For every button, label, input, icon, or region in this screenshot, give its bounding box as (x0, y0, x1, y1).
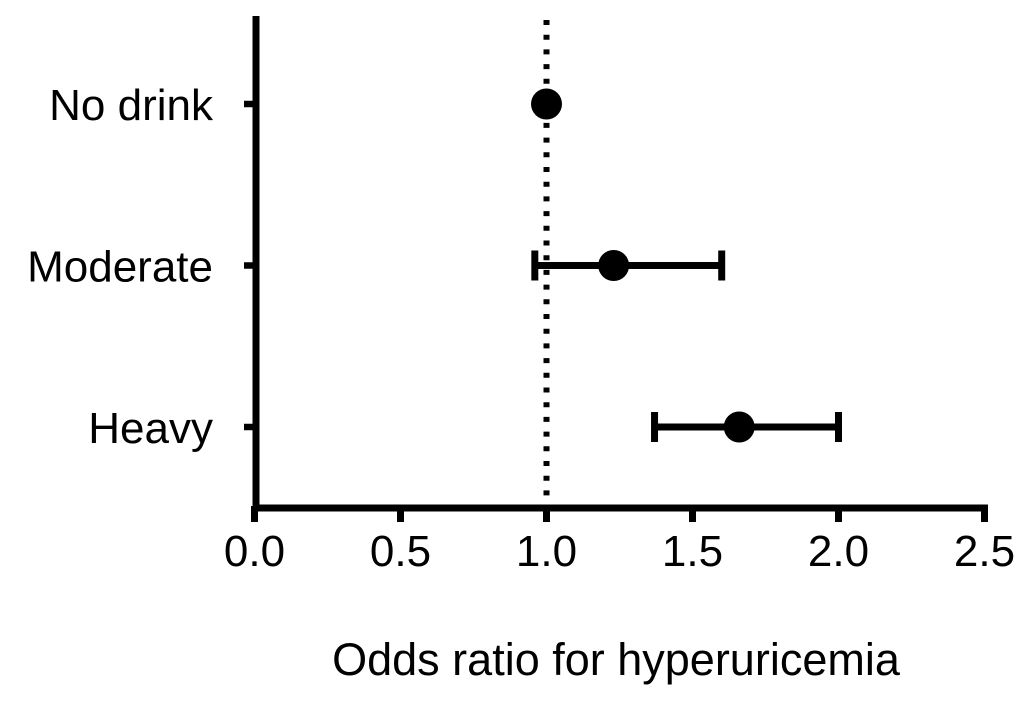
data-point-no-drink (531, 88, 562, 120)
x-tick-label-1-5: 1.5 (662, 527, 723, 576)
category-label-moderate: Moderate (27, 243, 213, 292)
data-point-heavy (723, 411, 755, 443)
x-tick-label-0-0: 0.0 (224, 527, 285, 576)
x-axis-title: Odds ratio for hyperuricemia (332, 634, 901, 685)
category-label-no-drink: No drink (49, 81, 214, 130)
category-label-heavy: Heavy (88, 404, 213, 453)
data-point-moderate (598, 250, 630, 281)
x-tick-label-2-0: 2.0 (808, 527, 869, 576)
x-tick-label-1-0: 1.0 (516, 527, 577, 576)
x-tick-label-2-5: 2.5 (954, 527, 1015, 576)
x-tick-label-0-5: 0.5 (370, 527, 431, 576)
